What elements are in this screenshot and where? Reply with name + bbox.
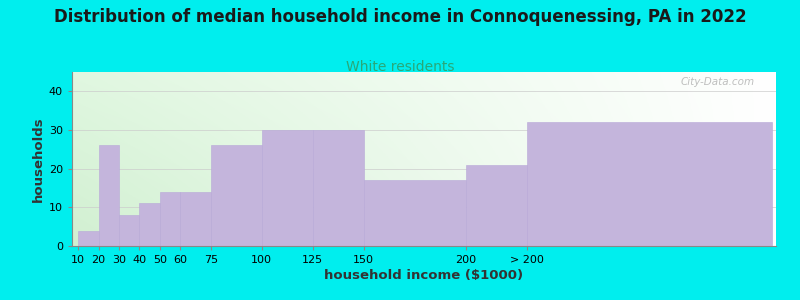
Bar [139, 203, 160, 246]
Bar [466, 165, 568, 246]
Bar [527, 122, 772, 246]
Bar [262, 130, 313, 246]
Text: Distribution of median household income in Connoquenessing, PA in 2022: Distribution of median household income … [54, 8, 746, 26]
Bar [364, 180, 466, 246]
Bar [313, 130, 364, 246]
Bar [98, 146, 119, 246]
Y-axis label: households: households [32, 116, 45, 202]
Bar [180, 192, 210, 246]
Bar [210, 146, 262, 246]
Text: City-Data.com: City-Data.com [681, 77, 755, 87]
Text: White residents: White residents [346, 60, 454, 74]
Bar [78, 230, 98, 246]
X-axis label: household income ($1000): household income ($1000) [325, 269, 523, 282]
Bar [160, 192, 180, 246]
Bar [119, 215, 139, 246]
